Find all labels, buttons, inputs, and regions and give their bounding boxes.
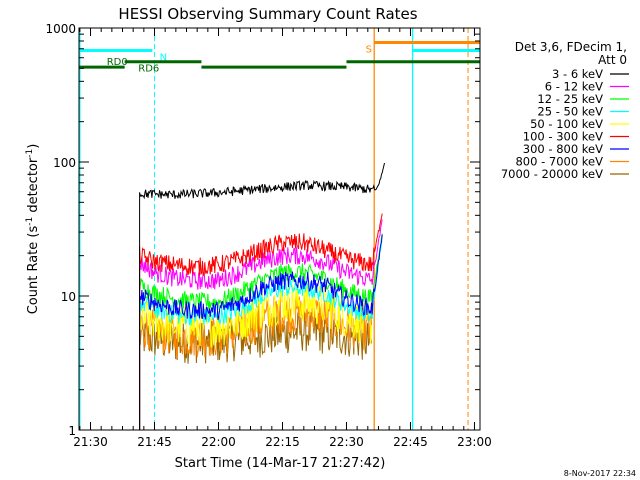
y-axis-label: Count Rate (s-1 detector-1): [25, 144, 41, 315]
x-axis: 21:30 21:45 22:00 22:15 22:30 22:45 23:00: [73, 28, 492, 449]
legend-label-100-300-kev: 100 - 300 keV: [523, 130, 603, 144]
state-bar-label-rd6: RD6: [138, 64, 159, 75]
series-line-3-6-kev: [139, 162, 385, 430]
legend-label-50-100-kev: 50 - 100 keV: [530, 117, 603, 131]
state-bar-label-rd0: RD0: [107, 57, 128, 68]
state-bar-label-n: N: [160, 52, 167, 63]
x-tick-label-23-00: 23:00: [457, 435, 492, 449]
y-tick-label-100: 100: [53, 156, 76, 170]
y-tick-label-1000: 1000: [45, 22, 76, 36]
legend-header-2: Att 0: [598, 53, 627, 67]
x-tick-label-22-30: 22:30: [329, 435, 364, 449]
series-line-25-50-kev: [139, 240, 383, 430]
x-tick-label-22-00: 22:00: [201, 435, 236, 449]
series-line-6-12-kev: [139, 219, 383, 430]
x-tick-label-21-45: 21:45: [137, 435, 172, 449]
state-bar-label-s: S: [366, 44, 372, 55]
y-axis-label-mid: detector: [26, 157, 41, 217]
x-axis-label: Start Time (14-Mar-17 21:27:42): [175, 456, 386, 471]
y-axis-label-sup1: -1: [25, 217, 35, 226]
legend-label-7000-20000-kev: 7000 - 20000 keV: [501, 167, 603, 181]
legend-label-12-25-kev: 12 - 25 keV: [537, 92, 603, 106]
legend-label-300-800-kev: 300 - 800 keV: [523, 142, 603, 156]
y-tick-label-1: 1: [68, 424, 76, 438]
series-line-50-100-kev: [139, 282, 372, 430]
x-tick-label-22-15: 22:15: [265, 435, 300, 449]
legend-label-800-7000-kev: 800 - 7000 keV: [515, 155, 603, 169]
legend-header-1: Det 3,6, FDecim 1,: [515, 40, 627, 54]
chart-title: HESSI Observing Summary Count Rates: [118, 5, 417, 23]
legend-label-25-50-kev: 25 - 50 keV: [537, 105, 603, 119]
y-axis-label-sup2: -1: [25, 149, 35, 158]
series-line-100-300-kev: [139, 213, 383, 430]
plot-area: N S RD0 RD6: [79, 28, 480, 430]
legend-label-3-6-kev: 3 - 6 keV: [552, 67, 603, 81]
series-line-300-800-kev: [139, 234, 383, 430]
y-tick-label-10: 10: [61, 290, 76, 304]
y-axis-label-end: ): [26, 144, 41, 149]
x-tick-label-21-30: 21:30: [73, 435, 108, 449]
y-axis: 1 10 100 1000: [45, 22, 480, 438]
footer-timestamp: 8-Nov-2017 22:34: [564, 469, 636, 478]
series-line-12-25-kev: [139, 233, 383, 430]
legend-label-6-12-kev: 6 - 12 keV: [545, 80, 603, 94]
x-tick-label-22-45: 22:45: [393, 435, 428, 449]
plot-frame: [78, 27, 481, 431]
y-axis-label-main: Count Rate (s: [26, 226, 41, 315]
